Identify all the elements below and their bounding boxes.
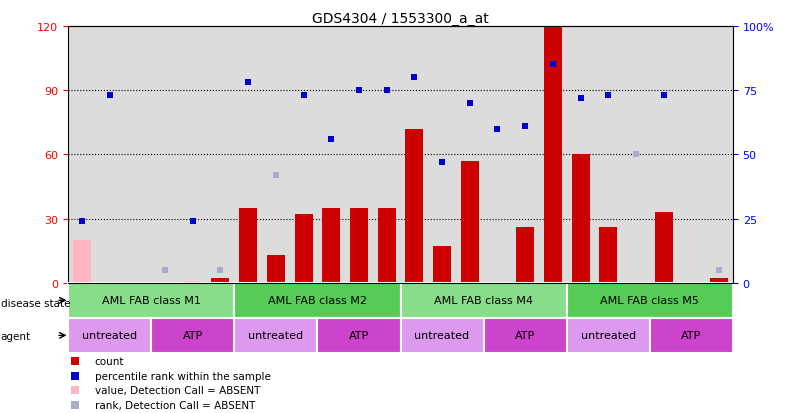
- Point: [436, 159, 449, 166]
- Point: [713, 267, 726, 273]
- Text: ATP: ATP: [348, 330, 369, 340]
- Bar: [211, 279, 229, 283]
- Point: [242, 80, 255, 86]
- Text: ATP: ATP: [183, 330, 203, 340]
- Bar: [650, 318, 733, 353]
- Bar: [151, 318, 235, 353]
- Point: [454, 342, 467, 349]
- Text: value, Detection Call = ABSENT: value, Detection Call = ABSENT: [95, 385, 260, 395]
- Text: disease state: disease state: [1, 299, 70, 309]
- Text: ATP: ATP: [681, 330, 702, 340]
- Text: ATP: ATP: [515, 330, 535, 340]
- Point: [352, 88, 365, 94]
- Point: [380, 88, 393, 94]
- Point: [297, 93, 310, 100]
- Text: count: count: [95, 356, 124, 366]
- Point: [103, 93, 116, 100]
- Bar: [317, 318, 400, 353]
- Point: [463, 100, 476, 107]
- Bar: [567, 283, 733, 318]
- Bar: [73, 240, 91, 283]
- Text: rank, Detection Call = ABSENT: rank, Detection Call = ABSENT: [95, 400, 255, 410]
- Bar: [405, 129, 424, 283]
- Bar: [68, 318, 151, 353]
- Text: untreated: untreated: [248, 330, 304, 340]
- Point: [658, 93, 670, 100]
- Point: [630, 152, 642, 158]
- Text: untreated: untreated: [82, 330, 137, 340]
- Text: percentile rank within the sample: percentile rank within the sample: [95, 371, 271, 381]
- Bar: [599, 228, 618, 283]
- Text: AML FAB class M5: AML FAB class M5: [601, 296, 699, 306]
- Text: AML FAB class M2: AML FAB class M2: [268, 296, 367, 306]
- Text: untreated: untreated: [414, 330, 469, 340]
- Bar: [68, 283, 235, 318]
- Bar: [322, 208, 340, 283]
- Bar: [183, 281, 202, 283]
- Bar: [461, 161, 479, 283]
- Point: [519, 123, 532, 130]
- Point: [491, 126, 504, 133]
- Text: AML FAB class M1: AML FAB class M1: [102, 296, 200, 306]
- Bar: [654, 213, 673, 283]
- Bar: [433, 247, 451, 283]
- Point: [454, 78, 467, 84]
- Point: [454, 210, 467, 216]
- Point: [75, 218, 88, 225]
- Text: AML FAB class M4: AML FAB class M4: [434, 296, 533, 306]
- Bar: [400, 283, 567, 318]
- Bar: [235, 318, 317, 353]
- Bar: [267, 255, 285, 283]
- Point: [546, 62, 559, 69]
- Point: [159, 267, 171, 273]
- Point: [187, 218, 199, 225]
- Bar: [239, 208, 257, 283]
- Bar: [350, 208, 368, 283]
- Title: GDS4304 / 1553300_a_at: GDS4304 / 1553300_a_at: [312, 12, 489, 26]
- Point: [269, 172, 282, 179]
- Point: [574, 95, 587, 102]
- Point: [408, 75, 421, 81]
- Bar: [400, 318, 484, 353]
- Text: untreated: untreated: [581, 330, 636, 340]
- Bar: [544, 27, 562, 283]
- Point: [602, 93, 614, 100]
- Bar: [295, 215, 312, 283]
- Bar: [484, 318, 567, 353]
- Bar: [516, 228, 534, 283]
- Bar: [235, 283, 400, 318]
- Text: agent: agent: [1, 332, 31, 342]
- Bar: [377, 208, 396, 283]
- Bar: [710, 279, 728, 283]
- Bar: [567, 318, 650, 353]
- Bar: [572, 155, 590, 283]
- Point: [325, 136, 338, 143]
- Point: [214, 267, 227, 273]
